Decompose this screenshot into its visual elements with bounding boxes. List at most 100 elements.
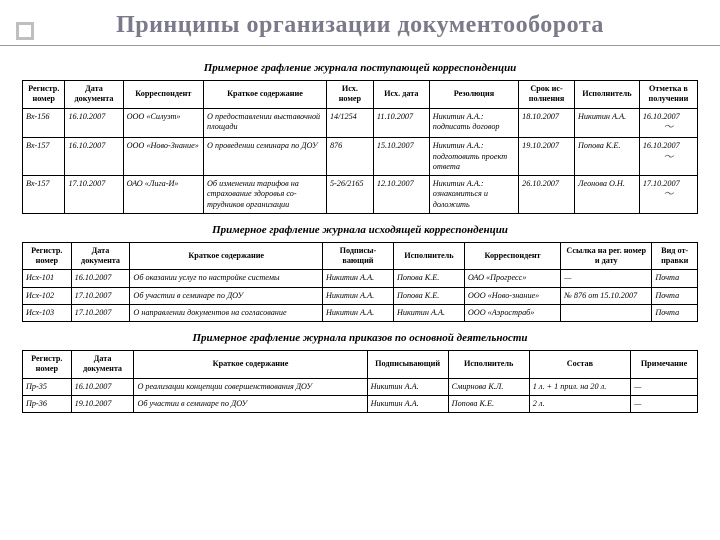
cell: Пр-36 — [23, 395, 72, 412]
cell: Никитин А.А.: подготовить проект ответа — [429, 138, 518, 176]
cell: 26.10.2007 — [519, 176, 575, 214]
cell: Никитин А.А. — [367, 395, 448, 412]
cell: 11.10.2007 — [373, 108, 429, 138]
table-caption: Примерное графление журнала приказов по … — [22, 332, 698, 344]
cell: Почта — [652, 304, 698, 321]
cell: 16.10.2007 — [65, 138, 123, 176]
cell: ООО «Ново-знание» — [464, 287, 560, 304]
cell: О проведении семинара по ДОУ — [204, 138, 327, 176]
cell: Никитин А.А.: подписать договор — [429, 108, 518, 138]
cell: 2 л. — [529, 395, 630, 412]
cell: 16.10.2007 — [65, 108, 123, 138]
cell: — — [631, 378, 698, 395]
cell: О направлении документов на согласование — [130, 304, 323, 321]
cell: 16.10.2007 — [71, 378, 134, 395]
cell: Вх-157 — [23, 176, 65, 214]
cell: Леонова О.Н. — [575, 176, 640, 214]
title-bar: Принципы организации документооборота — [0, 0, 720, 46]
col-header: Краткое содержание — [130, 242, 323, 270]
col-header: Примечание — [631, 351, 698, 379]
table-caption: Примерное графление журнала исходящей ко… — [22, 224, 698, 236]
table-row: Исх-10217.10.2007Об участии в семинаре п… — [23, 287, 698, 304]
cell: Никитин А.А. — [323, 270, 394, 287]
cell: Никитин А.А. — [323, 287, 394, 304]
cell: — — [561, 270, 652, 287]
col-header: Дата документа — [65, 81, 123, 109]
table-row: Вх-15717.10.2007ОАО «Лига-И»Об изменении… — [23, 176, 698, 214]
cell: 19.10.2007 — [519, 138, 575, 176]
col-header: Краткое содержание — [204, 81, 327, 109]
cell: Попова К.Е. — [448, 395, 529, 412]
cell — [561, 304, 652, 321]
col-header: Регистр. номер — [23, 351, 72, 379]
col-header: Исполнитель — [448, 351, 529, 379]
col-header: Срок ис­полнения — [519, 81, 575, 109]
cell: 18.10.2007 — [519, 108, 575, 138]
cell: Почта — [652, 270, 698, 287]
signature-icon: ～ — [643, 189, 694, 202]
cell: Исх-102 — [23, 287, 72, 304]
cell: Никитин А.А. — [323, 304, 394, 321]
col-header: Ре­гистр. номер — [23, 81, 65, 109]
col-header: Регистр. номер — [23, 242, 72, 270]
cell: 17.10.2007～ — [639, 176, 697, 214]
journal-table: Регистр. номерДата документаКраткое соде… — [22, 242, 698, 322]
table-row: Пр-3516.10.2007О реализации концепции со… — [23, 378, 698, 395]
cell: 876 — [326, 138, 373, 176]
table-row: Вх-15616.10.2007ООО «Силуэт»О предоставл… — [23, 108, 698, 138]
cell: О реализации концепции совершенствования… — [134, 378, 367, 395]
col-header: Отметка в получе­нии — [639, 81, 697, 109]
cell: Вх-156 — [23, 108, 65, 138]
cell: 17.10.2007 — [71, 304, 130, 321]
col-header: Корреспондент — [123, 81, 203, 109]
journal-table: Регистр. номерДата документаКраткое соде… — [22, 350, 698, 413]
col-header: Дата документа — [71, 351, 134, 379]
signature-icon: ～ — [643, 122, 694, 135]
col-header: Исх. дата — [373, 81, 429, 109]
cell: Об участии в семинаре по ДОУ — [134, 395, 367, 412]
cell: 17.10.2007 — [71, 287, 130, 304]
cell: 16.10.2007～ — [639, 108, 697, 138]
cell: Никитин А.А. — [575, 108, 640, 138]
table-row: Вх-15716.10.2007ООО «Ново-Знание»О прове… — [23, 138, 698, 176]
col-header: Краткое содержание — [134, 351, 367, 379]
cell: 17.10.2007 — [65, 176, 123, 214]
col-header: Подписы­вающий — [323, 242, 394, 270]
table-row: Пр-3619.10.2007Об участии в семинаре по … — [23, 395, 698, 412]
cell: 16.10.2007 — [71, 270, 130, 287]
table-caption: Примерное графление журнала поступающей … — [22, 62, 698, 74]
cell: 14/1254 — [326, 108, 373, 138]
cell: Исх-101 — [23, 270, 72, 287]
cell: 5-26/2165 — [326, 176, 373, 214]
cell: Об оказании услуг по настройке системы — [130, 270, 323, 287]
cell: Попова К.Е. — [575, 138, 640, 176]
col-header: Резолюция — [429, 81, 518, 109]
journal-table: Ре­гистр. номерДата документаКорреспонде… — [22, 80, 698, 214]
cell: Почта — [652, 287, 698, 304]
cell: Никитин А.А. — [367, 378, 448, 395]
cell: 19.10.2007 — [71, 395, 134, 412]
cell: Смирнова К.Л. — [448, 378, 529, 395]
cell: 16.10.2007～ — [639, 138, 697, 176]
cell: ОАО «Прогресс» — [464, 270, 560, 287]
cell: Никитин А.А.: ознакомиться и доложить — [429, 176, 518, 214]
signature-icon: ～ — [643, 152, 694, 165]
cell: Попова К.Е. — [393, 270, 464, 287]
col-header: Корреспондент — [464, 242, 560, 270]
cell: 12.10.2007 — [373, 176, 429, 214]
cell: ООО «Ново-Знание» — [123, 138, 203, 176]
col-header: Исх. номер — [326, 81, 373, 109]
cell: Пр-35 — [23, 378, 72, 395]
content-area: Примерное графление журнала поступающей … — [0, 46, 720, 423]
cell: 15.10.2007 — [373, 138, 429, 176]
col-header: Дата документа — [71, 242, 130, 270]
col-header: Исполнитель — [393, 242, 464, 270]
cell: ООО «Аэростраб» — [464, 304, 560, 321]
cell: ОАО «Лига-И» — [123, 176, 203, 214]
cell: Попова К.Е. — [393, 287, 464, 304]
col-header: Ссылка на рег. номер и дату — [561, 242, 652, 270]
col-header: Исполнитель — [575, 81, 640, 109]
cell: — — [631, 395, 698, 412]
cell: Об участии в семинаре по ДОУ — [130, 287, 323, 304]
col-header: Состав — [529, 351, 630, 379]
